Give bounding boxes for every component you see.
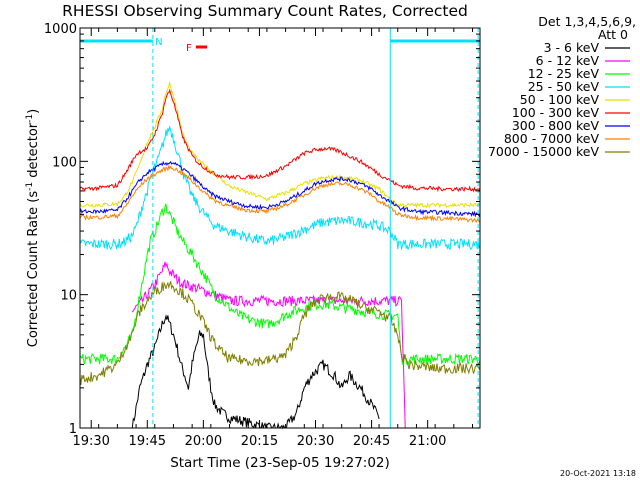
data-series [79,80,481,430]
vertical-markers [152,28,479,428]
y-axis-label-main: Corrected Count Rate (s [26,191,41,348]
series-line-6 [79,160,481,218]
y-axis-label-mid: detector [26,122,41,182]
legend-label: 50 - 100 keV [520,92,600,107]
x-tick-label: 21:00 [409,434,446,449]
y-axis-label-sup1: -1 [25,182,35,191]
legend-header-line1: Det 1,3,4,5,6,9, [538,14,636,29]
flag-label-night: N [155,37,162,48]
y-axis-label: Corrected Count Rate (s-1 detector-1) [25,109,41,347]
legend-label: 7000 - 15000 keV [488,144,599,159]
legend-header-line2: Att 0 [598,27,628,42]
x-tick-label: 20:45 [353,434,390,449]
series-line-5 [79,88,481,193]
y-tick-label: 100 [52,155,77,170]
x-tick-label: 20:30 [297,434,334,449]
axes: 1 10 100 1000 19:30 19:45 20:00 20:15 20:30 20:45… [44,22,480,449]
instrument-flags: NF [80,37,480,54]
y-tick-label: 1000 [44,22,77,37]
x-axis-label: Start Time (23-Sep-05 19:27:02) [170,455,390,471]
legend-label: 25 - 50 keV [528,79,600,94]
legend-label: 6 - 12 keV [536,53,600,68]
series-line-2 [79,203,481,366]
flag-label-flare: F [186,43,192,54]
chart-title: RHESSI Observing Summary Count Rates, Co… [62,2,468,20]
series-line-4 [79,80,481,209]
y-axis-label-sup2: -1 [25,114,35,123]
x-tick-label: 19:45 [129,434,166,449]
legend-label: 100 - 300 keV [512,105,600,120]
legend-label: 800 - 7000 keV [504,131,600,146]
series-line-8 [79,281,481,385]
x-tick-label: 19:30 [72,434,109,449]
footer-timestamp: 20-Oct-2021 13:18 [560,469,636,478]
x-tick-label: 20:15 [241,434,278,449]
series-line-7 [79,164,481,224]
y-tick-label: 10 [60,289,77,304]
y-axis-label-end: ) [26,109,41,114]
series-line-1 [131,261,406,429]
x-tick-label: 20:00 [185,434,222,449]
series-line-0 [131,314,380,430]
series-line-3 [79,125,481,251]
legend-label: 300 - 800 keV [512,118,600,133]
legend-label: 12 - 25 keV [528,66,600,81]
legend-label: 3 - 6 keV [544,40,600,55]
y-tick-label: 1 [69,422,77,437]
plot-frame [79,27,481,429]
